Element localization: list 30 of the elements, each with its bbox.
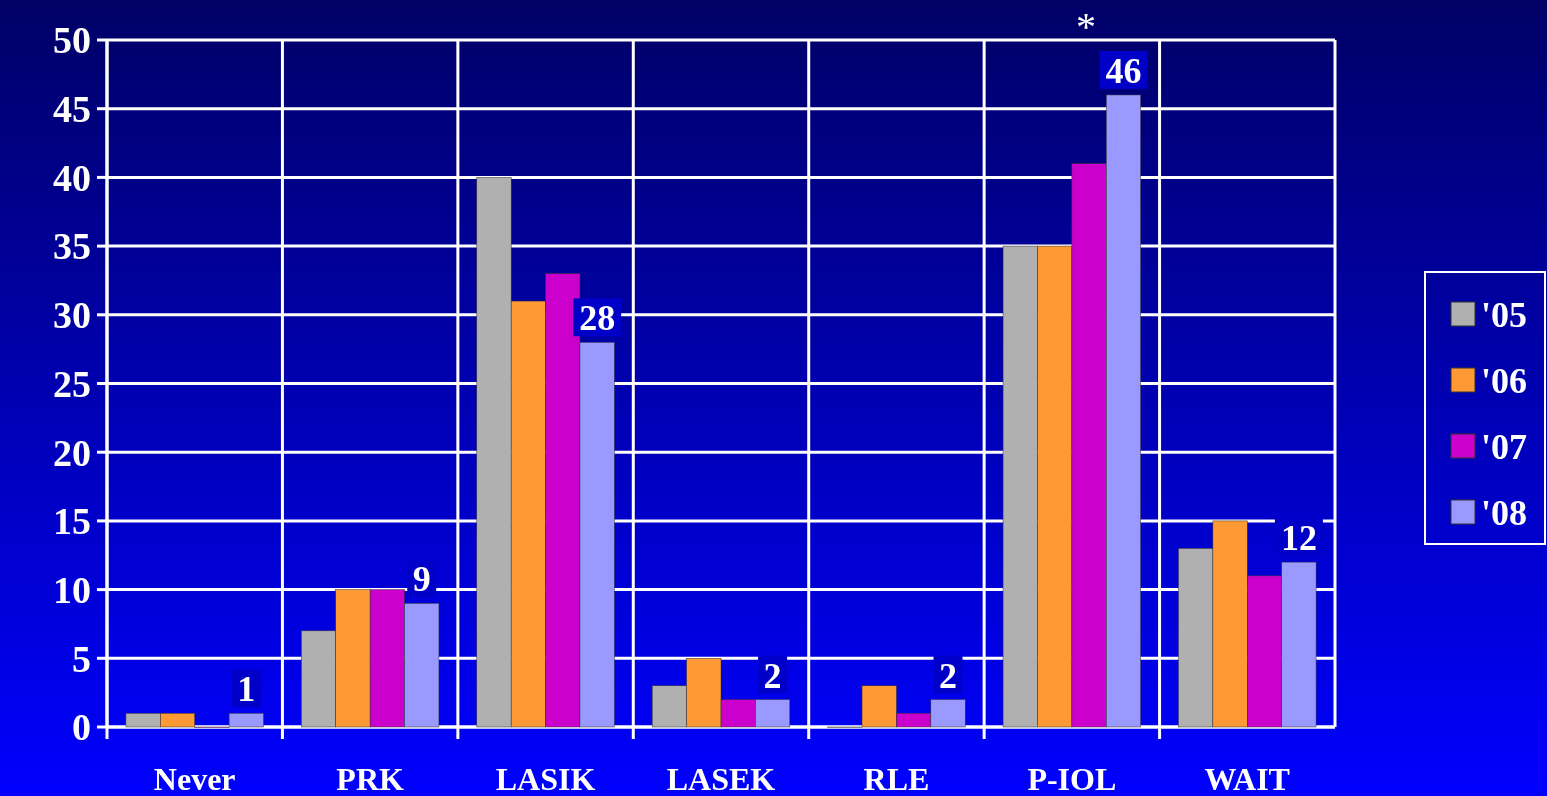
y-tick-label: 30 bbox=[53, 294, 91, 337]
x-tick-label: P-IOL bbox=[1027, 761, 1117, 796]
legend-label: '08 bbox=[1481, 492, 1528, 533]
x-tick-label: Never bbox=[153, 761, 236, 796]
data-label: 12 bbox=[1280, 518, 1317, 559]
x-tick-label: LASIK bbox=[495, 761, 596, 796]
x-tick-label: PRK bbox=[336, 761, 405, 796]
x-tick-label: WAIT bbox=[1204, 761, 1290, 796]
y-tick-label: 35 bbox=[53, 225, 91, 268]
y-tick-label: 50 bbox=[53, 19, 91, 62]
data-label: 28 bbox=[579, 298, 616, 339]
y-tick-label: 40 bbox=[53, 156, 91, 199]
annotation: * bbox=[1076, 4, 1096, 49]
y-tick-label: 45 bbox=[53, 88, 91, 130]
legend-label: '07 bbox=[1481, 426, 1528, 467]
legend-label: '06 bbox=[1481, 360, 1528, 401]
x-tick-label: LASEK bbox=[666, 761, 776, 796]
data-label: 2 bbox=[939, 655, 958, 696]
x-tick-label: RLE bbox=[863, 761, 930, 796]
y-tick-label: 0 bbox=[72, 706, 91, 749]
y-tick-label: 15 bbox=[53, 500, 91, 543]
data-label: 2 bbox=[763, 655, 782, 696]
data-label: 46 bbox=[1105, 50, 1142, 91]
y-tick-label: 20 bbox=[53, 431, 91, 474]
legend-label: '05 bbox=[1481, 294, 1528, 335]
y-tick-label: 25 bbox=[53, 362, 91, 405]
y-tick-label: 10 bbox=[53, 568, 91, 611]
data-label: 9 bbox=[412, 559, 431, 600]
y-tick-label: 5 bbox=[72, 637, 91, 680]
data-label: 1 bbox=[237, 669, 256, 710]
